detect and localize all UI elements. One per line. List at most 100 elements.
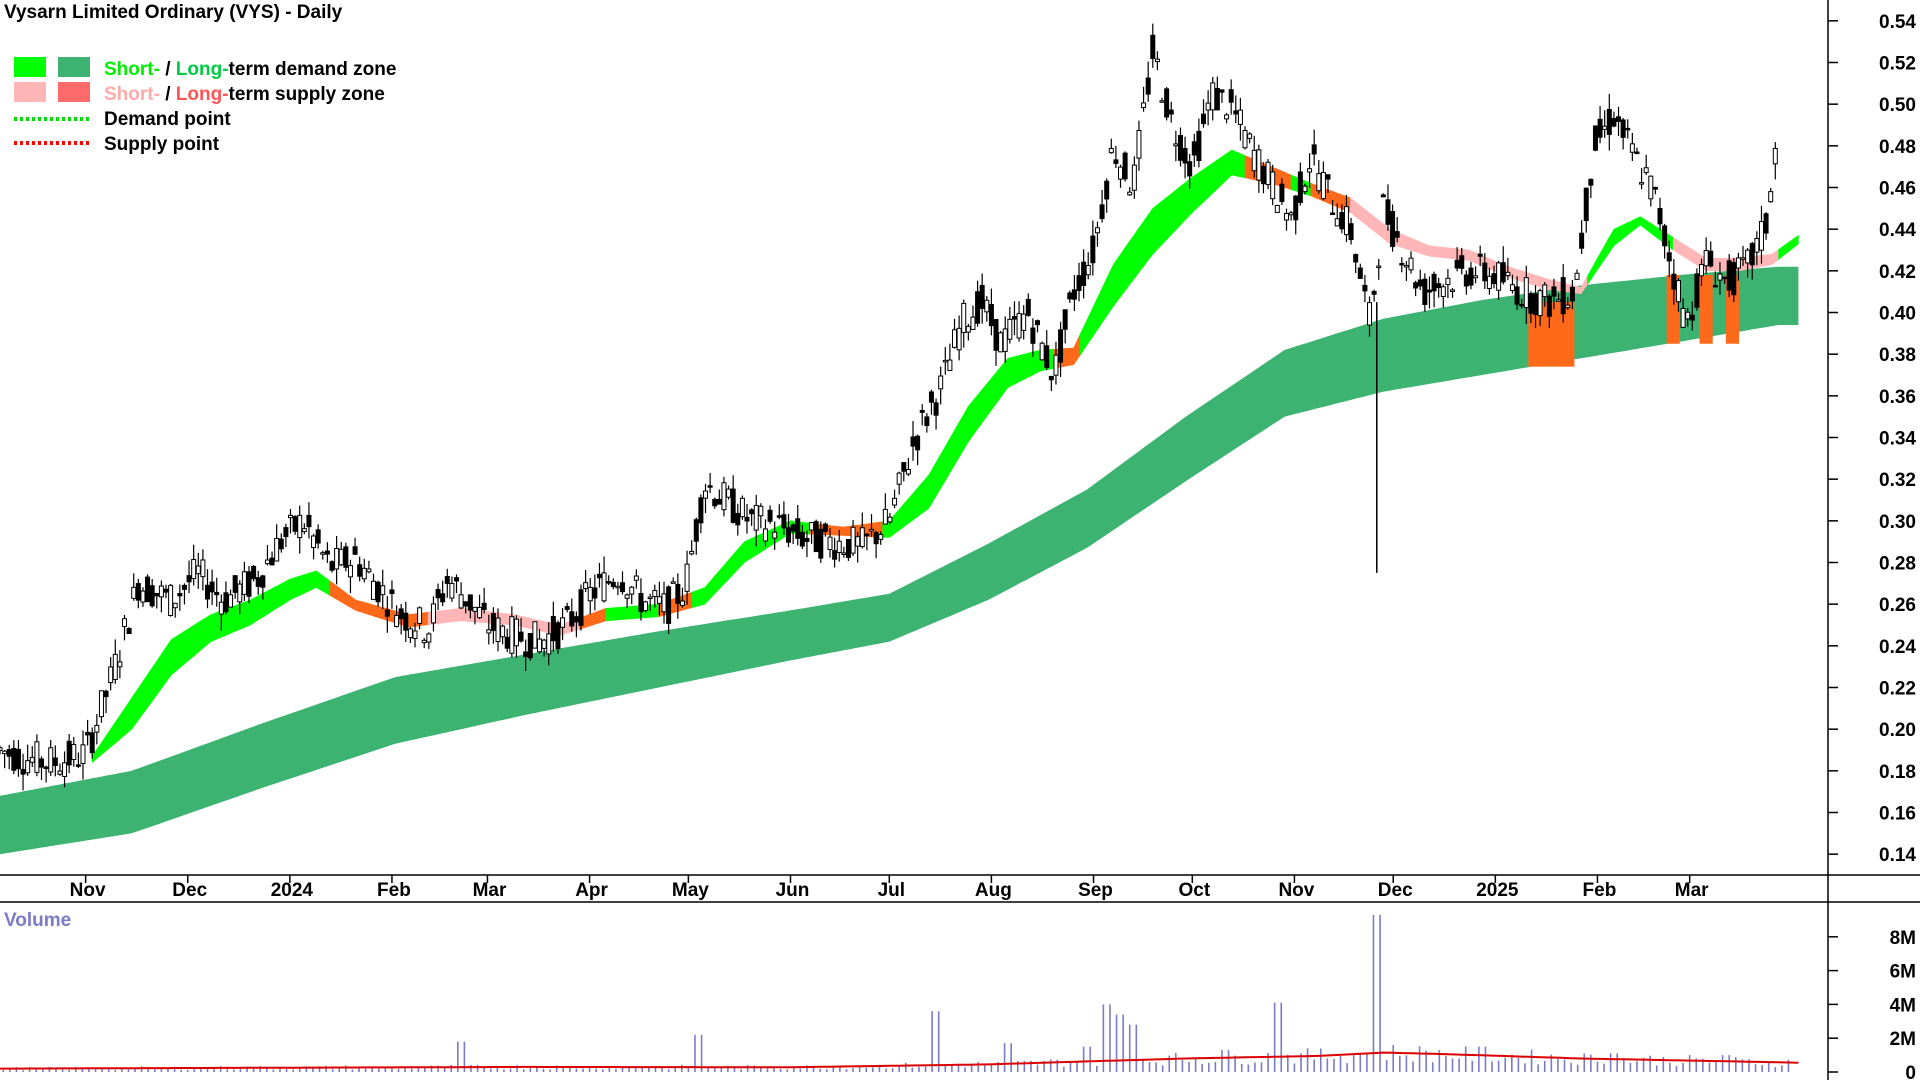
candle-body [98, 690, 104, 718]
candle-body [845, 539, 851, 558]
candle-body [228, 594, 234, 608]
candle-body [827, 536, 833, 551]
x-month-label: Dec [172, 880, 207, 901]
candle-body [154, 592, 160, 597]
candle-body [1426, 289, 1432, 293]
candle-body [592, 587, 598, 599]
candle-body [712, 498, 718, 507]
candle-body [1602, 125, 1608, 130]
candle-body [532, 621, 538, 649]
candle-body [749, 509, 755, 515]
candle-body [601, 572, 607, 602]
candle-body [1118, 166, 1124, 180]
candle-body [1242, 130, 1248, 149]
candle-body [822, 523, 828, 532]
candle-body [1551, 286, 1557, 297]
candle-body [1569, 286, 1575, 302]
candle-body [384, 609, 390, 617]
volume-y-tick-label: 8M [1890, 928, 1916, 949]
candle-body [744, 516, 750, 522]
candle-body [1417, 279, 1423, 287]
candle-body [412, 630, 418, 639]
volume-average-line [0, 1051, 1799, 1070]
candle-body [1007, 318, 1013, 340]
candle-body [726, 488, 732, 498]
candle-body [864, 533, 870, 537]
candle-body [306, 514, 312, 528]
candle-body [910, 436, 916, 447]
candle-body [324, 550, 330, 555]
candle-body [71, 743, 77, 760]
candle-body [1463, 274, 1469, 287]
candle-body [1611, 117, 1617, 127]
candle-body [135, 583, 141, 601]
candle-body [1122, 152, 1128, 180]
candle-body [1035, 320, 1041, 326]
candle-body [1357, 267, 1363, 279]
price-y-tick-label: 0.18 [1879, 762, 1916, 783]
candle-body [896, 472, 902, 485]
candle-body [1468, 267, 1474, 286]
candle-body [716, 498, 722, 505]
candle-body [952, 329, 958, 348]
candle-body [334, 548, 340, 570]
candle-body [767, 509, 773, 522]
candle-body [1177, 134, 1183, 161]
x-month-label: 2024 [271, 880, 314, 901]
candle-body [1330, 212, 1336, 215]
candle-body [1044, 345, 1050, 368]
candle-body [85, 731, 91, 736]
candle-body [970, 316, 976, 330]
price-y-tick-label: 0.22 [1879, 679, 1916, 700]
candle-body [762, 528, 768, 542]
x-month-label: Sep [1078, 880, 1113, 901]
candle-body [1113, 159, 1119, 164]
candle-body [555, 622, 561, 650]
candle-body [2, 750, 8, 755]
candle-body [1343, 206, 1349, 236]
candle-body [158, 585, 164, 598]
candle-body [647, 596, 653, 600]
candle-body [1164, 88, 1170, 118]
short-term-zone-demand [882, 348, 1055, 538]
candle-body [34, 741, 40, 773]
candle-body [122, 618, 128, 628]
price-y-tick-label: 0.32 [1879, 470, 1916, 491]
candle-body [1556, 299, 1562, 302]
candle-body [919, 410, 925, 413]
candle-body [1390, 211, 1396, 247]
candle-body [463, 601, 469, 607]
candle-body [329, 561, 335, 571]
candle-body [1431, 273, 1437, 292]
candle-body [841, 552, 847, 555]
candle-body [477, 606, 483, 619]
candle-body [1307, 168, 1313, 173]
candle-body [1422, 278, 1428, 305]
candle-body [1542, 284, 1548, 298]
candle-body [1652, 186, 1658, 190]
volume-y-tick-label: 4M [1890, 995, 1916, 1016]
candle-body [1745, 249, 1751, 264]
candle-body [186, 575, 192, 583]
legend-short-supply-swatch [14, 82, 46, 102]
x-month-label: Feb [377, 880, 411, 901]
candle-body [500, 625, 506, 638]
candle-body [1385, 199, 1391, 225]
candle-body [610, 581, 616, 587]
candle-body [1740, 257, 1746, 260]
candle-body [1062, 309, 1068, 330]
candle-body [1025, 298, 1031, 316]
candle-body [140, 590, 146, 603]
candle-body [1726, 260, 1732, 291]
candle-body [901, 462, 907, 472]
candle-body [1302, 185, 1308, 193]
candle-body [347, 565, 353, 578]
candle-body [1316, 173, 1322, 192]
price-y-tick-label: 0.38 [1879, 345, 1916, 366]
candle-body [1016, 313, 1022, 339]
candle-body [168, 584, 174, 617]
candle-body [1450, 289, 1456, 292]
candle-body [278, 538, 284, 550]
candle-body [1127, 191, 1133, 196]
candle-body [689, 550, 695, 555]
